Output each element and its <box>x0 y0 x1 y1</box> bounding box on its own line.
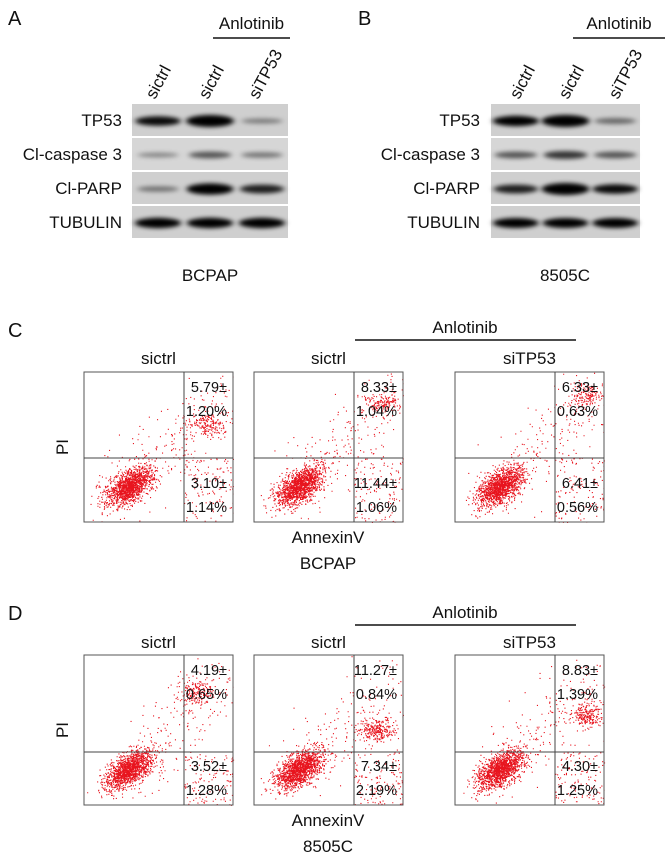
quadrant-percent: 4.19± <box>191 663 227 679</box>
cell-line-label: 8505C <box>540 266 590 285</box>
quadrant-percent: 3.10± <box>191 476 227 492</box>
blot-band <box>592 218 639 228</box>
panel-letter: C <box>8 320 22 342</box>
row-label: TUBULIN <box>49 213 122 232</box>
cell-line-label: 8505C <box>303 837 353 856</box>
quadrant-percent: 1.04% <box>356 404 397 420</box>
treatment-label: Anlotinib <box>432 603 497 622</box>
blot-band <box>241 118 283 124</box>
blot-band <box>137 186 179 192</box>
cell-line-label: BCPAP <box>300 554 356 573</box>
quadrant-percent: 1.25% <box>557 783 598 799</box>
quadrant-percent: 0.65% <box>186 687 227 703</box>
blot-band <box>186 115 234 127</box>
row-label: TP53 <box>81 111 122 130</box>
plot-frame <box>83 654 234 806</box>
blot-band <box>186 217 234 229</box>
quadrant-percent: 2.19% <box>356 783 397 799</box>
quadrant-percent: 8.83± <box>562 663 598 679</box>
lane-label: siTP53 <box>245 46 287 102</box>
blot-band <box>492 115 540 127</box>
quadrant-percent: 6.33± <box>562 380 598 396</box>
blot-band <box>188 151 232 159</box>
row-label: Cl-PARP <box>413 179 480 198</box>
quadrant-percent: 6.41± <box>562 476 598 492</box>
quadrant-percent: 1.06% <box>356 500 397 516</box>
blot-band <box>542 218 589 228</box>
blot-band <box>494 151 538 159</box>
flow-dots <box>465 372 605 523</box>
quadrant-percent: 1.14% <box>186 500 227 516</box>
blot-band <box>594 118 637 124</box>
lane-label: sictrl <box>142 62 175 102</box>
treatment-label: Anlotinib <box>586 14 651 33</box>
flow-dots <box>463 659 606 805</box>
lane-label: siTP53 <box>605 46 647 102</box>
lane-label: sictrl <box>506 62 539 102</box>
quadrant-percent: 11.27± <box>354 663 397 679</box>
plot-title: sictrl <box>141 349 176 368</box>
flow-dots <box>87 658 235 806</box>
treatment-label: Anlotinib <box>219 14 284 33</box>
quadrant-percent: 3.52± <box>191 759 227 775</box>
blot-band <box>238 217 286 229</box>
flow-dots <box>90 375 234 523</box>
panel-letter: D <box>8 603 22 625</box>
quadrant-percent: 1.28% <box>186 783 227 799</box>
lane-label: sictrl <box>195 62 228 102</box>
plot-title: siTP53 <box>503 349 556 368</box>
plot-title: siTP53 <box>503 633 556 652</box>
quadrant-percent: 0.56% <box>557 500 598 516</box>
y-axis-label: PI <box>53 722 72 738</box>
blot-band <box>134 217 182 229</box>
plot-frame <box>454 371 605 523</box>
y-axis-label: PI <box>53 439 72 455</box>
row-label: TUBULIN <box>407 213 480 232</box>
row-label: Cl-PARP <box>55 179 122 198</box>
blot-band <box>493 184 539 194</box>
blot-band <box>186 183 234 195</box>
cell-line-label: BCPAP <box>182 266 238 285</box>
blot-band <box>239 184 285 194</box>
blot-band <box>137 152 179 158</box>
plot-frame <box>454 654 605 806</box>
quadrant-percent: 4.30± <box>562 759 598 775</box>
blot-band <box>592 184 638 194</box>
plot-frame <box>253 371 404 523</box>
blot-band <box>593 151 637 159</box>
flow-dots <box>260 373 404 523</box>
quadrant-percent: 1.39% <box>557 687 598 703</box>
plot-title: sictrl <box>311 633 346 652</box>
plot-title: sictrl <box>141 633 176 652</box>
quadrant-percent: 0.84% <box>356 687 397 703</box>
blot-band <box>241 152 283 158</box>
panel-letter: A <box>8 8 22 30</box>
plot-frame <box>253 654 404 806</box>
treatment-label: Anlotinib <box>432 318 497 337</box>
row-label: Cl-caspase 3 <box>23 145 122 164</box>
quadrant-percent: 5.79± <box>191 380 227 396</box>
quadrant-percent: 1.20% <box>186 404 227 420</box>
panel-letter: B <box>358 8 371 30</box>
x-axis-label: AnnexinV <box>292 811 365 830</box>
blot-band <box>135 116 181 126</box>
blot-band <box>492 218 539 228</box>
quadrant-percent: 0.63% <box>557 404 598 420</box>
blot-band <box>543 151 588 159</box>
row-label: Cl-caspase 3 <box>381 145 480 164</box>
blot-band <box>541 115 590 127</box>
quadrant-percent: 11.44± <box>354 476 397 492</box>
lane-label: sictrl <box>555 62 588 102</box>
blot-band <box>541 183 590 195</box>
flow-dots <box>260 656 404 806</box>
quadrant-percent: 7.34± <box>361 759 397 775</box>
quadrant-percent: 8.33± <box>361 380 397 396</box>
row-label: TP53 <box>439 111 480 130</box>
plot-frame <box>83 371 234 523</box>
x-axis-label: AnnexinV <box>292 528 365 547</box>
plot-title: sictrl <box>311 349 346 368</box>
